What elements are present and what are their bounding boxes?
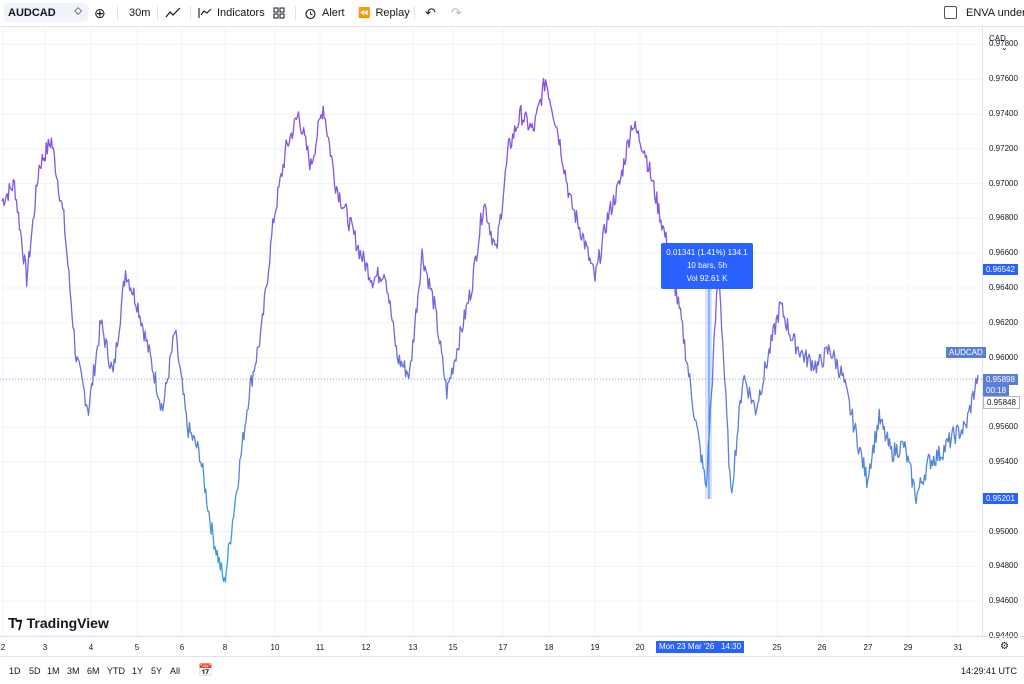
watchlist-item-label[interactable]: ENVA under T [966,7,1024,19]
range-button-1m[interactable]: 1M [47,666,60,676]
time-tick-label: 25 [772,643,782,652]
time-axis[interactable]: 2 3 4 5 6 8 10 11 12 13 15 17 18 19 20 25 26 27 29 31 Mon 2… [0,636,1024,657]
time-tick-label: 20 [635,643,645,652]
measure-tooltip: 0.01341 (1.41%) 134.1 10 bars, 5h Vol 92… [661,243,753,289]
indicators-button[interactable]: Indicators [198,4,265,22]
measure-change: 0.01341 (1.41%) 134.1 [666,248,748,257]
divider [190,6,191,20]
crosshair-price-tag: 0.95848 [983,396,1020,409]
time-tick-label: 5 [134,643,140,652]
time-tick-label: 26 [817,643,827,652]
time-tick-label: 10 [270,643,280,652]
favorite-diamond-icon[interactable]: ⬦ [74,5,82,17]
settings-gear-icon[interactable]: ⚙ [1000,641,1009,652]
price-tick-label: 0.94600 [989,596,1018,606]
price-tick-label: 0.97000 [989,178,1018,188]
alarm-clock-icon [305,8,316,19]
indicators-label: Indicators [217,7,265,19]
indicators-icon [198,8,212,18]
layouts-grid-icon[interactable] [273,4,285,22]
range-button-5y[interactable]: 5Y [151,666,163,676]
price-tick-label: 0.97800 [989,39,1018,49]
measure-bars: 10 bars, 5h [686,261,728,270]
range-button-6m[interactable]: 6M [87,666,100,676]
range-button-1d[interactable]: 1D [9,666,21,676]
range-button-5d[interactable]: 5D [29,666,41,676]
time-tick-label: 6 [179,643,185,652]
time-tick-label: 3 [42,643,48,652]
symbol-price-tag: AUDCAD [946,347,986,358]
symbol-name: AUDCAD [8,6,56,19]
divider [295,6,296,20]
price-axis[interactable]: CAD ⌄ 0.97800 0.97600 0.97400 0.97200 0.9700… [982,27,1024,640]
measure-volume: Vol 92.61 K [686,274,728,283]
range-low-tag: 0.95201 [983,493,1018,504]
tradingview-logo[interactable]: T⁊ TradingView [8,614,109,632]
grid-lines [0,27,982,637]
bar-countdown: 00:18 [983,385,1010,396]
range-button-3m[interactable]: 3M [67,666,80,676]
time-tick-label: 19 [590,643,600,652]
calendar-goto-icon[interactable]: 📅 [198,663,213,677]
measure-range-highlight [705,269,712,499]
chart-pane[interactable]: 0.01341 (1.41%) 134.1 10 bars, 5h Vol 92… [0,27,982,637]
time-tick-label: 8 [222,643,228,652]
time-tick-label: 27 [863,643,873,652]
rewind-icon: ⏪ [358,7,371,19]
price-tick-label: 0.96000 [989,352,1018,362]
divider [414,6,415,20]
price-tick-label: 0.94800 [989,561,1018,571]
time-tick-label: 11 [315,643,325,652]
chevron-down-icon: ⌄ [1001,43,1008,52]
price-tick-label: 0.96200 [989,317,1018,327]
undo-icon[interactable]: ↶ [425,5,436,20]
divider [157,6,158,20]
symbol-search[interactable]: AUDCAD ⬦ [4,3,88,22]
time-tick-label: 2 [0,643,6,652]
price-tick-label: 0.94400 [989,631,1018,640]
clock-utc[interactable]: 14:29:41 UTC [961,666,1018,676]
time-tick-label: 15 [448,643,458,652]
alert-button[interactable]: Alert [304,4,345,22]
time-tick-label: 17 [498,643,508,652]
range-button-ytd[interactable]: YTD [107,666,125,676]
interval-button[interactable]: 30m [129,7,151,19]
top-toolbar: AUDCAD ⬦ ⊕ 30m Indicators Alert ⏪ Replay… [0,0,1024,27]
price-tick-label: 0.97200 [989,143,1018,153]
time-tick-label: 18 [544,643,554,652]
price-tick-label: 0.96400 [989,283,1018,292]
price-tick-label: 0.97400 [989,109,1018,118]
replay-label: Replay [375,7,410,19]
range-button-all[interactable]: All [170,666,181,676]
divider [117,6,118,20]
time-tick-label: 29 [903,643,913,652]
time-tick-label: 13 [408,643,418,652]
price-tick-label: 0.95400 [989,457,1018,466]
range-button-1y[interactable]: 1Y [132,666,144,676]
price-tick-label: 0.97600 [989,74,1018,84]
redo-icon[interactable]: ↷ [451,5,462,20]
currency-selector[interactable]: CAD ⌄ [989,34,1008,52]
replay-button[interactable]: ⏪ Replay [358,4,410,22]
price-tick-label: 0.95600 [989,422,1018,432]
price-chart[interactable] [0,27,982,637]
range-high-tag: 0.96542 [983,264,1018,275]
time-tick-label: 12 [361,643,371,652]
price-tick-label: 0.96600 [989,248,1018,258]
price-tick-label: 0.96800 [989,213,1018,223]
price-tick-label: 0.95000 [989,526,1018,536]
alert-label: Alert [322,7,345,19]
time-tick-label: 31 [953,643,963,652]
tv-logo-icon: T⁊ [8,615,23,632]
chart-type-icon[interactable] [165,4,181,22]
time-tick-label: 4 [88,643,94,652]
watchlist-checkbox[interactable] [944,6,957,19]
price-series-line [1,77,979,583]
time-highlight-tag: Mon 23 Mar '26 14:30 [656,641,745,653]
current-price-tag: 0.95898 [983,374,1018,385]
tv-logo-text: TradingView [26,615,109,631]
compare-add-icon[interactable]: ⊕ [94,4,106,21]
bottom-toolbar: 1D 5D 1M 3M 6M YTD 1Y 5Y All 📅 14:29:41 UTC [0,656,1024,684]
